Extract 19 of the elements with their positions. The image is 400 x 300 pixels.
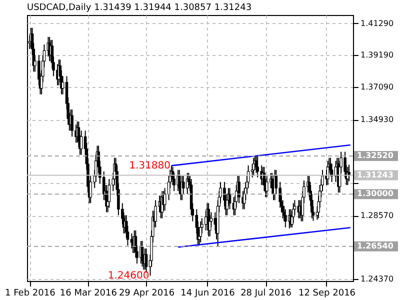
y-tick-label: 1.24370 xyxy=(360,274,394,284)
ref-line-label: 1.31243 xyxy=(357,170,394,180)
annotation: 1.31880 xyxy=(129,160,170,172)
y-tick-label: 1.28570 xyxy=(360,211,394,220)
x-tick-label: 1 Feb 2016 xyxy=(5,288,56,298)
ref-line-label: 1.32520 xyxy=(357,151,394,160)
x-tick-label: 28 Jul 2016 xyxy=(240,288,292,298)
x-tick-label: 29 Apr 2016 xyxy=(118,288,175,298)
y-tick-label: 1.41290 xyxy=(360,18,394,28)
x-tick-label: 16 Mar 2016 xyxy=(60,288,118,298)
y-tick-label: 1.39190 xyxy=(360,50,394,60)
ref-line-label: 1.30000 xyxy=(357,189,394,198)
ref-line-label: 1.26540 xyxy=(357,241,394,250)
x-tick-label: 12 Sep 2016 xyxy=(298,288,356,298)
y-tick-label: 1.37090 xyxy=(360,82,394,92)
chart-title: USDCAD,Daily 1.31439 1.31944 1.30857 1.31243 xyxy=(27,3,252,13)
x-tick-label: 14 Jun 2016 xyxy=(180,288,236,298)
annotation: 1.24600 xyxy=(108,270,150,282)
y-tick-label: 1.34930 xyxy=(360,115,394,124)
